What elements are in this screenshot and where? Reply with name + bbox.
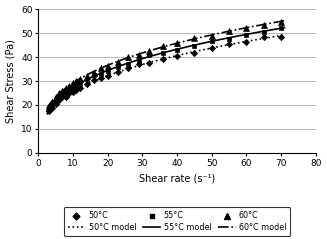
X-axis label: Shear rate (s⁻¹): Shear rate (s⁻¹) (139, 173, 215, 183)
Legend: 50°C, 50°C model, 55°C, 55°C model, 60°C, 60°C model: 50°C, 50°C model, 55°C, 55°C model, 60°C… (64, 207, 290, 236)
Y-axis label: Shear Stress (Pa): Shear Stress (Pa) (6, 39, 16, 123)
